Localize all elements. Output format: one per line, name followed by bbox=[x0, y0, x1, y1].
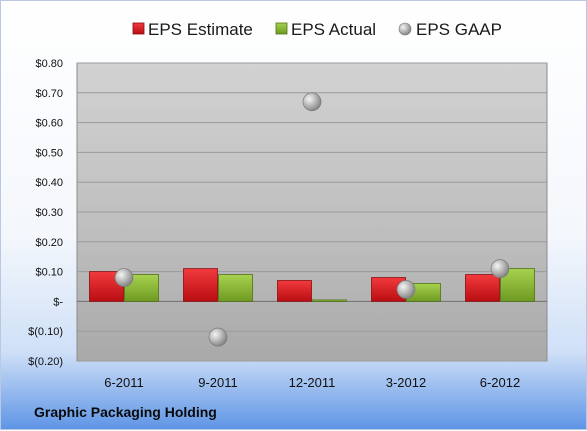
x-tick-label-6-2011: 6-2011 bbox=[104, 375, 144, 390]
legend-swatch-eps-estimate bbox=[132, 22, 145, 35]
legend-item-eps-actual: EPS Actual bbox=[275, 20, 376, 39]
bar-eps-estimate-12-2011 bbox=[277, 280, 312, 302]
legend-label-eps-gaap: EPS GAAP bbox=[416, 20, 502, 39]
legend: EPS Estimate EPS Actual EPS GAAP bbox=[132, 20, 502, 39]
y-tick-label-5: $0.30 bbox=[35, 207, 63, 219]
x-tick-label-6-2012: 6-2012 bbox=[480, 375, 520, 390]
legend-label-eps-estimate: EPS Estimate bbox=[148, 20, 253, 39]
x-tick-label-12-2011: 12-2011 bbox=[289, 375, 336, 390]
bar-eps-estimate-6-2012 bbox=[465, 274, 500, 302]
y-tick-label-2: $0.60 bbox=[35, 118, 63, 130]
y-tick-label-7: $0.10 bbox=[35, 267, 63, 279]
y-tick-label-4: $0.40 bbox=[35, 177, 63, 189]
point-eps-gaap-6-2012 bbox=[490, 259, 510, 278]
y-tick-label-10: $(0.20) bbox=[28, 356, 63, 368]
y-tick-label-9: $(0.10) bbox=[28, 326, 63, 338]
legend-swatch-eps-gaap bbox=[398, 22, 412, 36]
y-tick-label-6: $0.20 bbox=[35, 237, 63, 249]
y-tick-label-1: $0.70 bbox=[35, 88, 63, 100]
y-tick-label-8: $- bbox=[53, 296, 63, 308]
legend-swatch-eps-actual bbox=[275, 22, 288, 35]
footer-label: Graphic Packaging Holding bbox=[34, 404, 217, 420]
legend-item-eps-gaap: EPS GAAP bbox=[398, 20, 502, 39]
x-tick-label-9-2011: 9-2011 bbox=[198, 375, 238, 390]
point-eps-gaap-12-2011 bbox=[302, 92, 322, 112]
plot-area: $0.80 $0.70 $0.60 $0.50 $0.40 $0.30 $0.20 $0.10… bbox=[28, 58, 548, 390]
point-eps-gaap-6-2011 bbox=[114, 268, 134, 287]
y-tick-label-0: $0.80 bbox=[35, 58, 63, 70]
legend-label-eps-actual: EPS Actual bbox=[291, 20, 376, 39]
point-eps-gaap-3-2012 bbox=[396, 280, 416, 299]
x-tick-label-3-2012: 3-2012 bbox=[386, 375, 426, 390]
point-eps-gaap-9-2011 bbox=[208, 327, 228, 347]
bar-eps-actual-12-2011 bbox=[312, 299, 347, 302]
y-tick-label-3: $0.50 bbox=[35, 147, 63, 159]
bar-eps-estimate-9-2011 bbox=[183, 268, 218, 302]
bar-eps-actual-9-2011 bbox=[218, 274, 253, 302]
legend-item-eps-estimate: EPS Estimate bbox=[132, 20, 253, 39]
